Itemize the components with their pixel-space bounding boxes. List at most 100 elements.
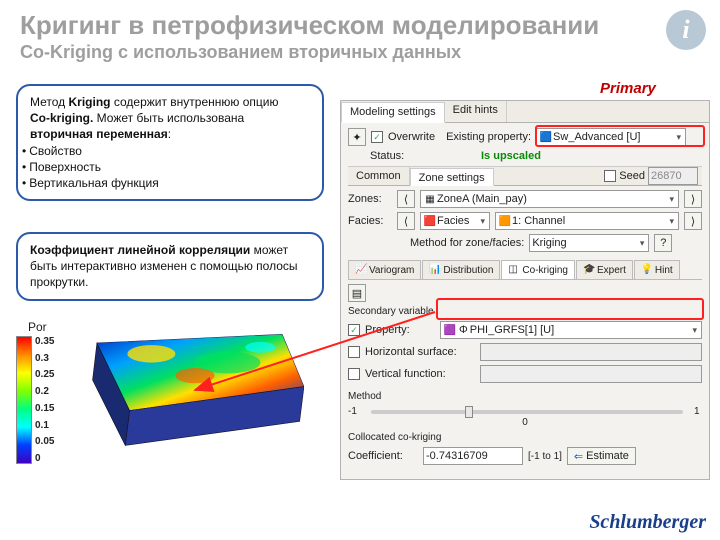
seed-checkbox[interactable] [604, 170, 616, 182]
box1-l3-b: вторичная переменная [30, 127, 168, 141]
zone-next-button[interactable]: ⟩ [684, 190, 702, 208]
tab-cokriging-label: Co-kriging [522, 265, 568, 276]
chevron-down-icon: ▾ [478, 216, 487, 227]
secondary-property-value: PHI_GRFS[1] [U] [470, 324, 554, 336]
chevron-down-icon: ▾ [667, 194, 676, 205]
box1-bullet: Поверхность [22, 159, 312, 175]
top-tabrow: Modeling settings Edit hints [341, 101, 709, 123]
analysis-tabs: 📈Variogram 📊Distribution ◫Co-kriging 🎓Ex… [348, 260, 702, 280]
tab-hint[interactable]: 💡Hint [634, 260, 680, 279]
tab-expert[interactable]: 🎓Expert [576, 260, 633, 279]
tab-modeling-settings[interactable]: Modeling settings [341, 102, 445, 123]
property-label: Property: [365, 324, 435, 336]
variogram-icon: 📈 [355, 264, 367, 276]
box1-l2-b: Co-kriging. [30, 111, 93, 125]
expert-icon: 🎓 [583, 264, 595, 276]
box1-l1-b: Kriging [69, 95, 111, 109]
facies-next-button[interactable]: ⟩ [684, 212, 702, 230]
page-title: Кригинг в петрофизическом моделировании [20, 10, 599, 41]
vertical-function-field [480, 365, 702, 383]
status-value: Is upscaled [481, 150, 541, 162]
seed-value: 26870 [651, 170, 682, 182]
tab-distribution-label: Distribution [443, 265, 493, 276]
porosity-figure: Por 0.35 0.3 0.25 0.2 0.15 0.1 0.05 0 [16, 320, 316, 464]
existing-property-label: Existing property: [446, 131, 531, 143]
tick: 0 [35, 453, 54, 464]
box1-l1-post: содержит внутреннюю опцию [111, 95, 279, 109]
description-box-2: Коэффициент линейной корреляции может бы… [16, 232, 324, 301]
facies-type-value: Facies [437, 215, 469, 227]
facies-prev-button[interactable]: ⟨ [397, 212, 415, 230]
tick: 0.05 [35, 436, 54, 447]
tab-zone-settings[interactable]: Zone settings [410, 168, 494, 186]
box1-bullet: Вертикальная функция [22, 175, 312, 191]
box1-l2-post: Может быть использована [93, 111, 244, 125]
coefficient-input[interactable]: -0.74316709 [423, 447, 523, 465]
coefficient-range: [-1 to 1] [528, 451, 562, 462]
chevron-down-icon: ▾ [667, 216, 676, 227]
horizontal-surface-label: Horizontal surface: [365, 346, 475, 358]
tab-cokriging[interactable]: ◫Co-kriging [501, 260, 575, 279]
overwrite-label: Overwrite [388, 131, 435, 143]
collocated-label: Collocated co-kriging [348, 432, 441, 443]
property-icon: 🟪 [443, 323, 457, 337]
box2-b: Коэффициент линейной корреляции [30, 243, 250, 257]
facies-type-dropdown[interactable]: 🟥 Facies ▾ [420, 212, 490, 230]
facies-value: 1: Channel [512, 215, 565, 227]
vertical-function-label: Vertical function: [365, 368, 475, 380]
description-box-1: Метод Kriging содержит внутреннюю опцию … [16, 84, 324, 201]
primary-label: Primary [600, 80, 656, 97]
tick: 0.2 [35, 386, 54, 397]
tab-hint-label: Hint [655, 265, 673, 276]
new-property-button[interactable]: ✦ [348, 128, 366, 146]
slider-thumb[interactable] [465, 406, 473, 418]
existing-property-dropdown[interactable]: 🟦 Sw_Advanced [U] ▾ [536, 128, 686, 146]
property-checkbox[interactable] [348, 324, 360, 336]
box1-l3-post: : [168, 127, 171, 141]
estimate-label: Estimate [586, 450, 629, 462]
coefficient-label: Coefficient: [348, 450, 418, 462]
facies-dropdown[interactable]: 🟧 1: Channel ▾ [495, 212, 679, 230]
slider-mid: 0 [522, 417, 528, 428]
estimate-button[interactable]: ⇐Estimate [567, 447, 636, 465]
seed-label: Seed [619, 170, 645, 182]
tick: 0.35 [35, 336, 54, 347]
box1-bullet: Свойство [22, 143, 312, 159]
overwrite-checkbox[interactable] [371, 131, 383, 143]
colorbar-ticks: 0.35 0.3 0.25 0.2 0.15 0.1 0.05 0 [35, 336, 54, 464]
modeling-dialog: Modeling settings Edit hints ✦ Overwrite… [340, 100, 710, 480]
secondary-variable-label: Secondary variable [348, 306, 702, 317]
box1-l1-pre: Метод [30, 95, 69, 109]
hint-icon: 💡 [641, 264, 653, 276]
tab-variogram[interactable]: 📈Variogram [348, 260, 421, 279]
tick: 0.1 [35, 420, 54, 431]
coefficient-slider[interactable] [371, 410, 683, 414]
tick: 0.15 [35, 403, 54, 414]
property-icon: 🟦 [539, 130, 553, 144]
status-label: Status: [370, 150, 476, 162]
vertical-function-checkbox[interactable] [348, 368, 360, 380]
chevron-down-icon: ▾ [638, 238, 647, 249]
tab-edit-hints[interactable]: Edit hints [445, 101, 507, 122]
method-options-button[interactable]: ? [654, 234, 672, 252]
tab-expert-label: Expert [597, 265, 626, 276]
slider-max: 1 [694, 406, 702, 417]
tab-distribution[interactable]: 📊Distribution [422, 260, 500, 279]
brand-logo: Schlumberger [589, 511, 706, 534]
distribution-icon: 📊 [429, 264, 441, 276]
porosity-3d-model [86, 332, 304, 452]
method-dropdown[interactable]: Kriging ▾ [529, 234, 649, 252]
secondary-property-dropdown[interactable]: 🟪 Φ PHI_GRFS[1] [U] ▾ [440, 321, 702, 339]
sv-toggle-button[interactable]: ▤ [348, 284, 366, 302]
existing-property-value: Sw_Advanced [U] [553, 131, 640, 143]
zone-prev-button[interactable]: ⟨ [397, 190, 415, 208]
horizontal-surface-checkbox[interactable] [348, 346, 360, 358]
facies-label: Facies: [348, 215, 392, 227]
info-icon: i [666, 10, 706, 50]
phi-icon: Φ [459, 324, 468, 336]
zones-dropdown[interactable]: ▦ ZoneA (Main_pay) ▾ [420, 190, 679, 208]
colorbar [16, 336, 32, 464]
tab-common[interactable]: Common [348, 167, 410, 185]
method-section-label: Method [348, 391, 702, 402]
method-label: Method for zone/facies: [410, 237, 524, 249]
